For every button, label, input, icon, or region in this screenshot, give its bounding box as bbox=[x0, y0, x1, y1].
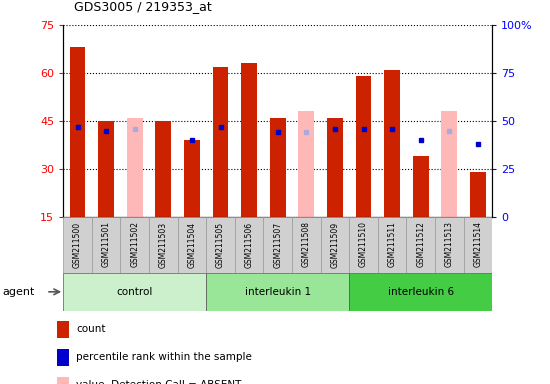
Bar bbox=[98, 121, 114, 217]
Bar bbox=[57, 349, 69, 366]
Bar bbox=[63, 273, 206, 311]
Text: GSM211512: GSM211512 bbox=[416, 222, 425, 267]
Bar bbox=[464, 217, 492, 273]
Bar bbox=[470, 172, 486, 217]
Bar bbox=[356, 76, 371, 217]
Text: percentile rank within the sample: percentile rank within the sample bbox=[76, 353, 252, 362]
Bar bbox=[292, 217, 321, 273]
Bar bbox=[184, 140, 200, 217]
Text: agent: agent bbox=[3, 287, 35, 297]
Bar bbox=[384, 70, 400, 217]
Text: GSM211506: GSM211506 bbox=[245, 222, 254, 268]
Bar bbox=[299, 111, 314, 217]
Bar bbox=[149, 217, 178, 273]
Bar bbox=[156, 121, 171, 217]
Bar bbox=[321, 217, 349, 273]
Bar bbox=[442, 111, 457, 217]
Bar bbox=[349, 217, 378, 273]
Bar bbox=[270, 118, 285, 217]
Text: control: control bbox=[117, 287, 153, 297]
Bar bbox=[70, 47, 85, 217]
Bar bbox=[241, 63, 257, 217]
Text: GSM211501: GSM211501 bbox=[102, 222, 111, 267]
Bar bbox=[263, 217, 292, 273]
Bar bbox=[206, 217, 235, 273]
Bar bbox=[178, 217, 206, 273]
Text: value, Detection Call = ABSENT: value, Detection Call = ABSENT bbox=[76, 381, 242, 384]
Text: GSM211503: GSM211503 bbox=[159, 222, 168, 268]
Bar bbox=[206, 273, 349, 311]
Bar bbox=[92, 217, 120, 273]
Text: GSM211510: GSM211510 bbox=[359, 222, 368, 267]
Text: GSM211509: GSM211509 bbox=[331, 222, 339, 268]
Bar bbox=[57, 377, 69, 384]
Text: GSM211505: GSM211505 bbox=[216, 222, 225, 268]
Bar bbox=[127, 118, 142, 217]
Text: interleukin 6: interleukin 6 bbox=[388, 287, 454, 297]
Bar bbox=[327, 118, 343, 217]
Bar bbox=[120, 217, 149, 273]
Bar bbox=[57, 321, 69, 338]
Text: GSM211504: GSM211504 bbox=[188, 222, 196, 268]
Bar bbox=[406, 217, 435, 273]
Text: GSM211502: GSM211502 bbox=[130, 222, 139, 267]
Text: interleukin 1: interleukin 1 bbox=[245, 287, 311, 297]
Text: GSM211514: GSM211514 bbox=[474, 222, 482, 267]
Text: GSM211511: GSM211511 bbox=[388, 222, 397, 267]
Bar bbox=[349, 273, 492, 311]
Text: GDS3005 / 219353_at: GDS3005 / 219353_at bbox=[74, 0, 212, 13]
Text: GSM211507: GSM211507 bbox=[273, 222, 282, 268]
Text: count: count bbox=[76, 324, 106, 334]
Bar bbox=[435, 217, 464, 273]
Text: GSM211508: GSM211508 bbox=[302, 222, 311, 267]
Bar bbox=[378, 217, 406, 273]
Bar bbox=[413, 156, 428, 217]
Bar bbox=[235, 217, 263, 273]
Bar bbox=[213, 66, 228, 217]
Text: GSM211500: GSM211500 bbox=[73, 222, 82, 268]
Text: GSM211513: GSM211513 bbox=[445, 222, 454, 267]
Bar bbox=[63, 217, 92, 273]
